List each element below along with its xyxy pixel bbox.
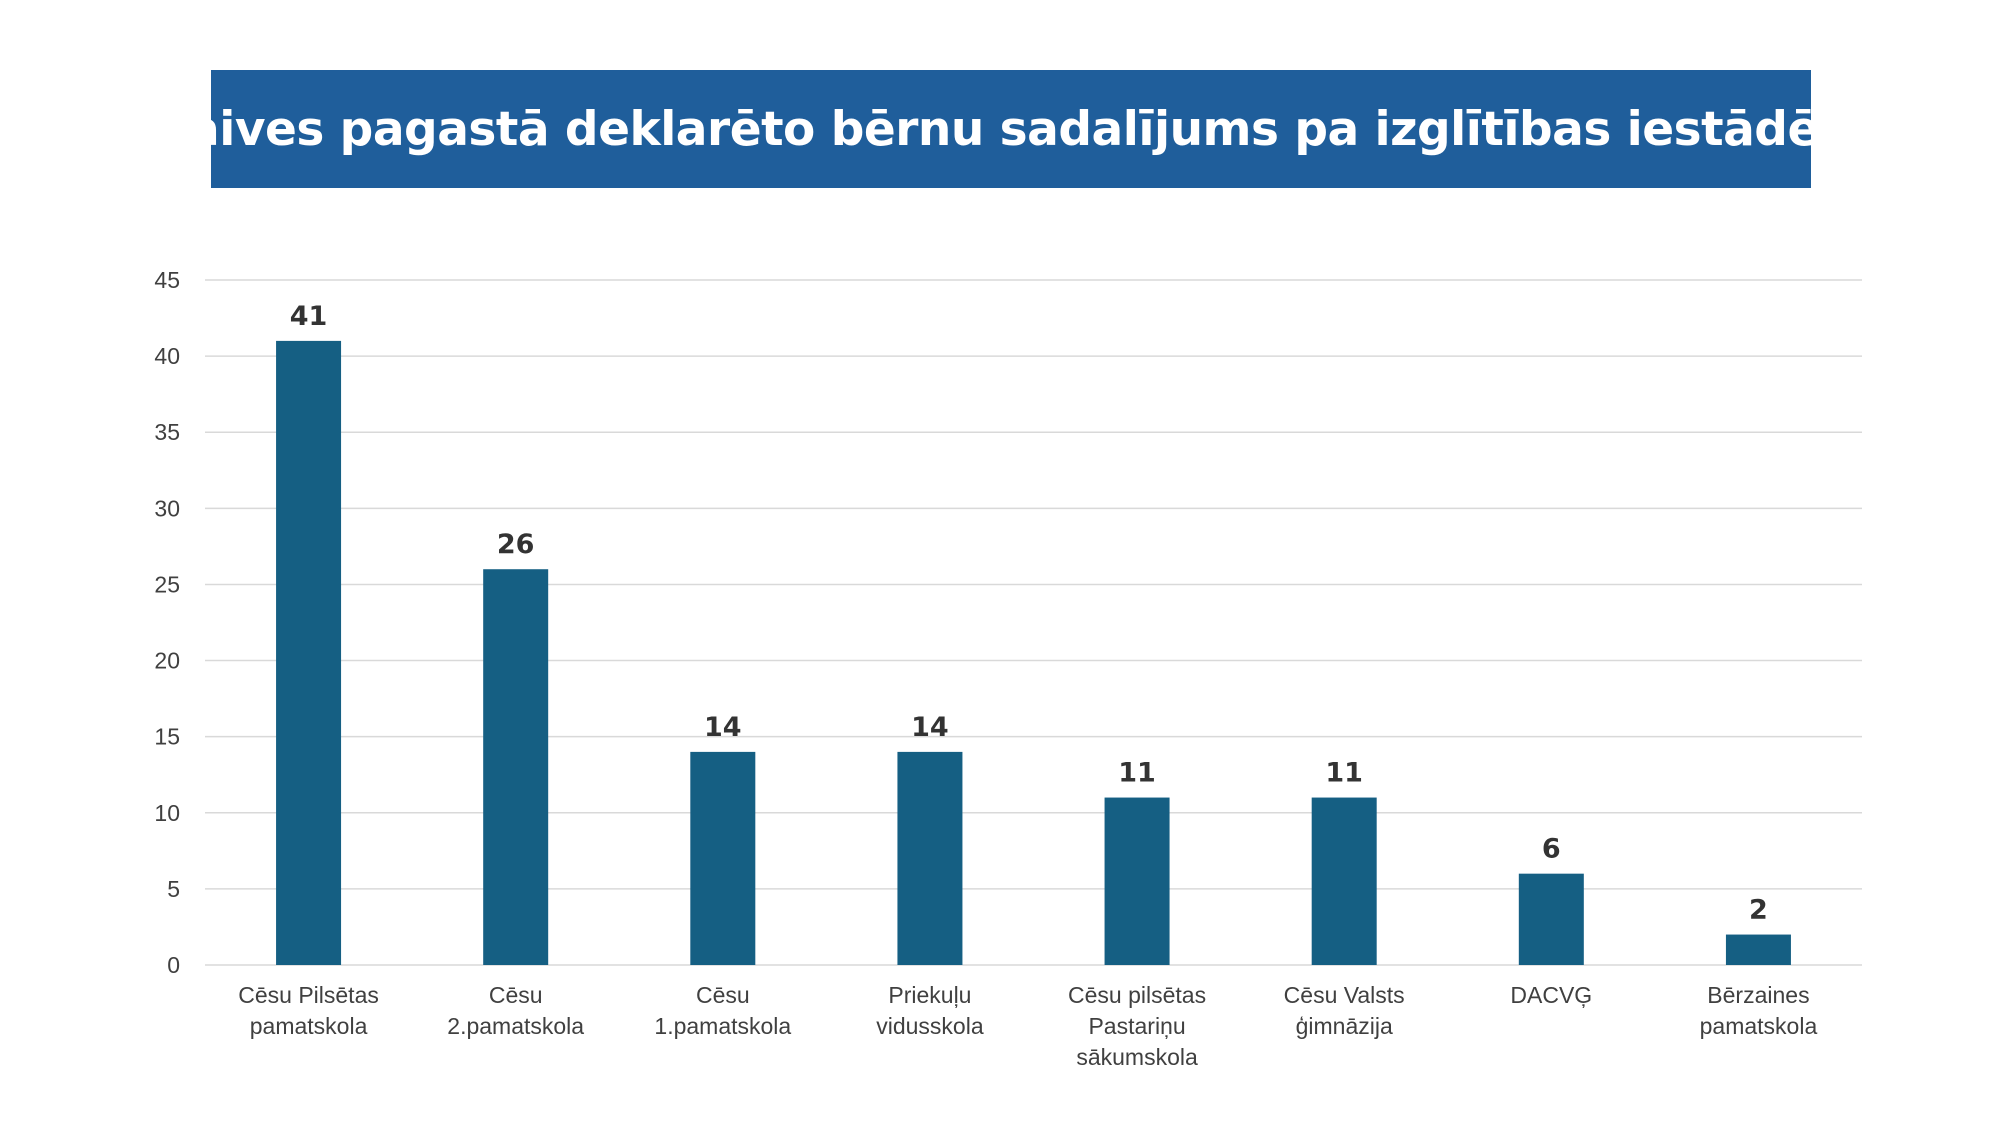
chart-title: Vaives pagastā deklarēto bērnu sadalījum… [154,101,1868,157]
bar [690,751,756,965]
y-tick-label: 30 [154,495,180,521]
category-label-line: Pastariņu [1088,1013,1185,1039]
bar [1311,797,1377,965]
y-tick-label: 10 [154,800,180,826]
category-label-line: pamatskola [250,1013,368,1039]
category-label-line: Bērzaines [1707,982,1809,1008]
category-label-line: DACVĢ [1510,982,1592,1008]
category-label: Cēsu Pilsētas pamatskola [238,982,379,1039]
y-tick-label: 5 [167,876,180,902]
bar [276,340,342,965]
data-label: 6 [1542,834,1561,865]
y-tick-label: 45 [154,267,180,293]
category-label-line: Cēsu [489,982,543,1008]
bar [1725,934,1791,965]
data-label: 14 [704,712,742,743]
data-label: 11 [1325,758,1363,789]
category-label: Bērzaines pamatskola [1700,982,1818,1039]
data-labels: 41 26 14 14 11 11 6 2 [290,301,1768,926]
category-label: DACVĢ [1510,982,1592,1008]
data-label: 11 [1118,758,1156,789]
y-axis-ticks: 0 5 10 15 20 25 30 35 40 45 [154,267,180,978]
data-label: 41 [290,301,328,332]
category-label-line: Cēsu [696,982,750,1008]
data-label: 2 [1749,895,1768,926]
data-label: 26 [497,529,535,560]
category-label: Cēsu 2.pamatskola [447,982,584,1039]
y-tick-label: 25 [154,571,180,597]
bars [276,340,1791,965]
bar [897,751,963,965]
category-label-line: sākumskola [1076,1044,1198,1070]
y-tick-label: 40 [154,343,180,369]
category-label: Cēsu 1.pamatskola [654,982,791,1039]
bar [1518,873,1584,965]
category-label-line: Cēsu Pilsētas [238,982,379,1008]
category-label-line: 1.pamatskola [654,1013,791,1039]
category-label-line: vidusskola [876,1013,984,1039]
gridlines [205,279,1862,966]
category-label-line: Cēsu pilsētas [1068,982,1206,1008]
bar [483,569,549,965]
bar [1104,797,1170,965]
category-label: Cēsu Valsts ģimnāzija [1284,982,1405,1039]
category-label-line: Priekuļu [888,982,971,1008]
y-tick-label: 0 [167,952,180,978]
category-label: Priekuļu vidusskola [876,982,984,1039]
category-label-line: ģimnāzija [1296,1013,1393,1039]
y-tick-label: 20 [154,648,180,674]
chart-title-banner: Vaives pagastā deklarēto bērnu sadalījum… [155,70,1868,188]
category-label-line: 2.pamatskola [447,1013,584,1039]
category-label-line: Cēsu Valsts [1284,982,1405,1008]
category-label-line: pamatskola [1700,1013,1818,1039]
y-tick-label: 35 [154,419,180,445]
data-label: 14 [911,712,949,743]
category-label: Cēsu pilsētas Pastariņu sākumskola [1068,982,1206,1070]
y-tick-label: 15 [154,724,180,750]
